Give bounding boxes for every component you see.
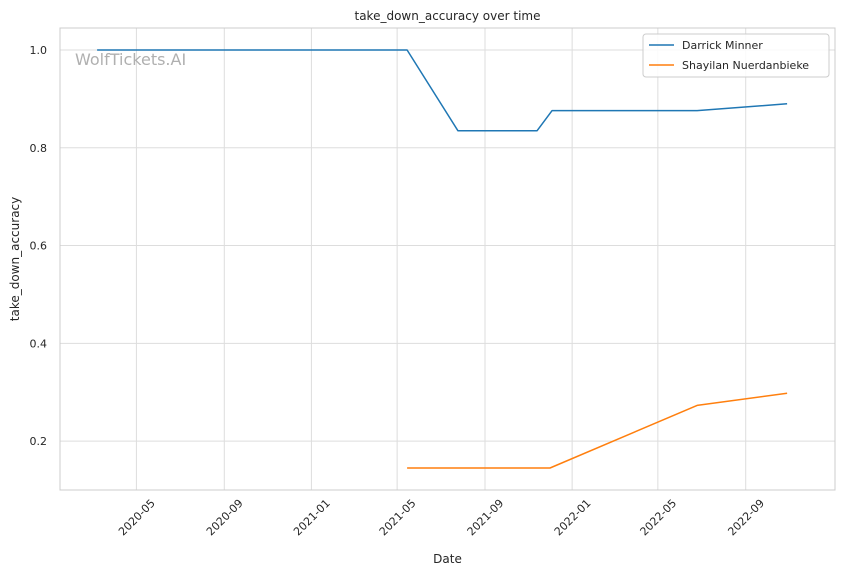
legend-box [642,33,830,78]
chart-title: take_down_accuracy over time [355,9,541,23]
series-layer [97,49,788,469]
plot-frame [59,27,836,491]
y-tick-label: 0.8 [30,142,48,155]
watermark: WolfTickets.AI [75,50,186,69]
y-tick-label: 0.2 [30,435,48,448]
y-axis-label: take_down_accuracy [8,197,22,321]
legend-label: Shayilan Nuerdanbieke [682,59,809,72]
legend-label: Darrick Minner [682,39,763,52]
series-line-shayilan-nuerdanbieke [407,392,788,469]
y-tick-label: 0.4 [30,337,48,350]
x-axis-label: Date [433,552,462,566]
y-axis-ticks: 0.2 0.4 0.6 0.8 1.0 [30,44,48,448]
y-tick-label: 0.6 [30,240,48,253]
y-tick-label: 1.0 [30,44,48,57]
legend-items: Darrick Minner Shayilan Nuerdanbieke [649,39,809,72]
series-line-darrick-minner [97,49,788,132]
legend: Darrick Minner Shayilan Nuerdanbieke [642,33,830,78]
